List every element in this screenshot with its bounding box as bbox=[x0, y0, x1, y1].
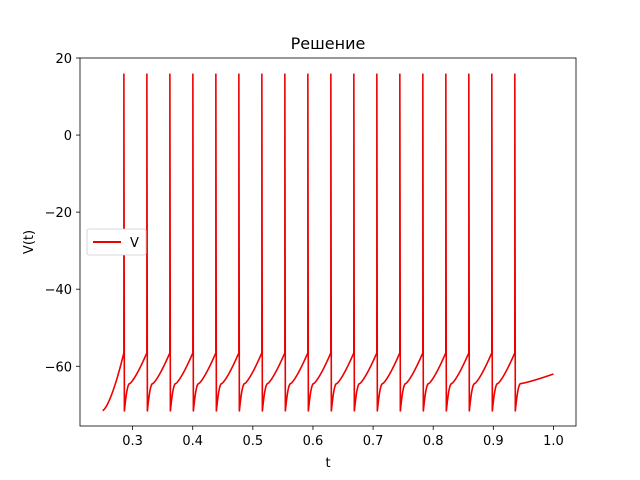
x-tick-label: 0.6 bbox=[303, 434, 324, 449]
plot-area bbox=[101, 73, 555, 412]
y-axis: 20 0 −20 −40 −60 bbox=[45, 52, 80, 375]
y-tick-label: 0 bbox=[64, 129, 72, 144]
x-tick-label: 0.9 bbox=[483, 434, 504, 449]
x-tick-label: 0.4 bbox=[182, 434, 203, 449]
y-axis-label: V(t) bbox=[22, 230, 37, 254]
y-tick-label: −40 bbox=[45, 283, 72, 298]
x-tick-label: 0.8 bbox=[423, 434, 444, 449]
x-tick-label: 0.3 bbox=[122, 434, 143, 449]
y-tick-label: −20 bbox=[45, 206, 72, 221]
chart-title: Решение bbox=[291, 34, 366, 53]
y-tick-label: −60 bbox=[45, 360, 72, 375]
x-axis-label: t bbox=[325, 456, 330, 471]
y-tick-label: 20 bbox=[55, 52, 72, 67]
legend: V bbox=[86, 228, 147, 256]
plot-frame bbox=[79, 57, 577, 427]
x-tick-label: 0.7 bbox=[363, 434, 384, 449]
x-tick-label: 0.5 bbox=[243, 434, 264, 449]
x-tick-label: 1.0 bbox=[543, 434, 564, 449]
series-line-v bbox=[101, 73, 555, 412]
legend-label: V bbox=[130, 236, 139, 251]
x-axis: 0.3 0.4 0.5 0.6 0.7 0.8 0.9 1.0 bbox=[122, 426, 564, 449]
